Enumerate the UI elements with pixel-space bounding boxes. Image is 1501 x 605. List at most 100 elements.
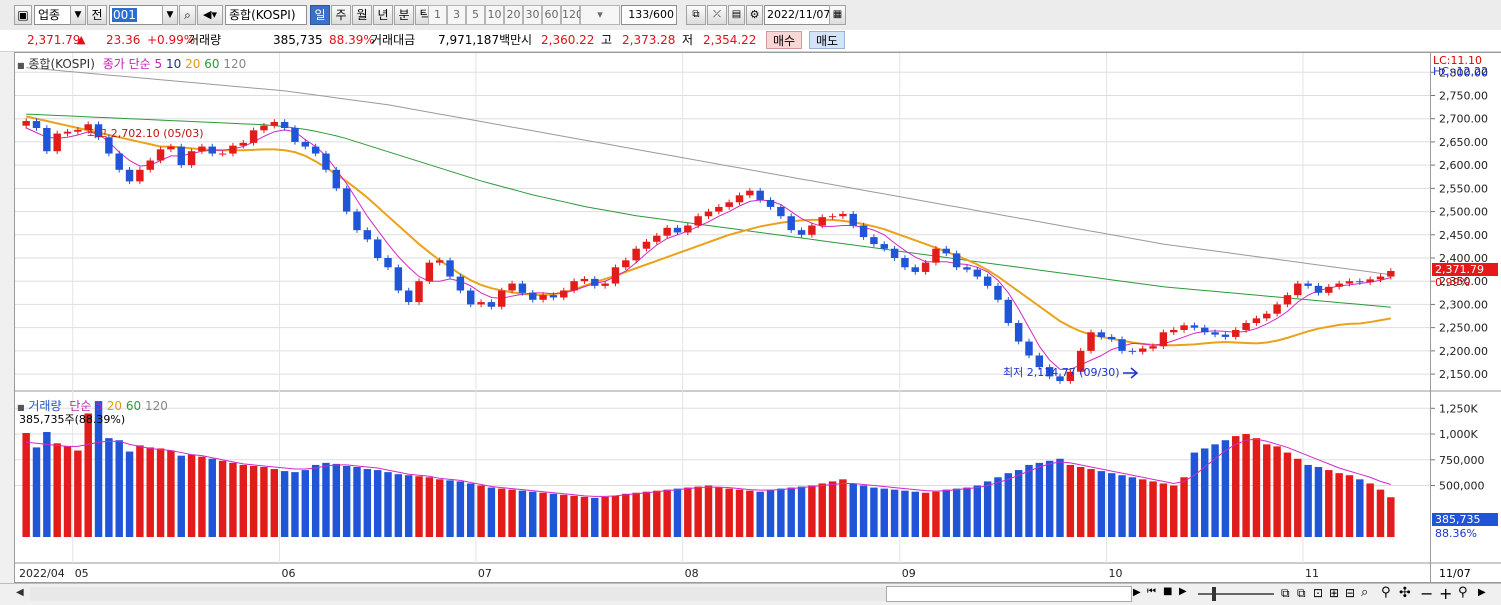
gear-icon[interactable]: ⚙ — [746, 5, 763, 25]
interval-button[interactable]: 120 — [561, 5, 583, 25]
crosshair-icon[interactable]: ⤫ — [707, 5, 727, 25]
price-change-pct: +0.99% — [147, 33, 196, 47]
zoom-slider[interactable] — [1198, 593, 1274, 595]
volume-bar — [942, 489, 951, 537]
zoom-slider-handle[interactable] — [1212, 587, 1216, 601]
volume-bar — [353, 466, 361, 537]
scroll-track[interactable] — [30, 587, 886, 601]
volume-value: 385,735 — [273, 33, 323, 47]
sell-button[interactable]: 매도 — [809, 31, 845, 49]
candle-body — [22, 121, 30, 126]
candle-type-icon[interactable]: ⧉ — [686, 5, 706, 25]
plus-icon[interactable]: + — [1439, 584, 1453, 603]
buy-button[interactable]: 매수 — [766, 31, 802, 49]
period-button[interactable]: 일 — [310, 5, 330, 25]
period-button[interactable]: 주 — [331, 5, 351, 25]
candle-body — [828, 216, 837, 218]
candle-body — [1066, 371, 1075, 382]
price-tick-label: 2,700.00 — [1439, 113, 1488, 126]
interval-dropdown[interactable]: ▾ — [580, 5, 620, 25]
volume-bar — [901, 490, 909, 537]
volume-bar — [1190, 452, 1199, 537]
volume-bar — [1232, 436, 1240, 537]
volume-bar — [136, 445, 144, 537]
scroll-right-icon[interactable]: ▶ — [1133, 587, 1141, 598]
search-icon[interactable]: ⌕ — [179, 5, 196, 25]
period-button[interactable]: 월 — [352, 5, 372, 25]
count-total: /600 — [649, 8, 674, 21]
count-field[interactable]: 133/600 — [621, 5, 677, 25]
zoom-out-icon[interactable]: ⚲ — [1381, 585, 1391, 600]
open-value: 2,360.22 — [541, 33, 595, 47]
volume-bar — [880, 488, 888, 537]
reset-zoom-icon[interactable]: ⚲ — [1458, 585, 1468, 600]
window-icon[interactable]: ▣ — [14, 5, 32, 25]
volume-bar — [187, 454, 196, 537]
candle-body — [549, 295, 558, 298]
prev-button[interactable]: 전 — [87, 5, 107, 25]
fit-icon[interactable]: ⊡ — [1313, 586, 1324, 600]
volume-bar — [1128, 477, 1137, 537]
chevron-down-icon[interactable]: ▼ — [70, 5, 86, 25]
volume-bar — [632, 492, 640, 537]
candle-body — [642, 241, 651, 249]
speaker-icon[interactable]: ◀▾ — [197, 5, 223, 25]
stop-icon[interactable]: ■ — [1163, 586, 1173, 597]
candle-body — [446, 260, 454, 277]
rewind-icon[interactable]: ⏮ — [1147, 586, 1156, 597]
candle-body — [1294, 283, 1302, 296]
interval-button[interactable]: 30 — [523, 5, 542, 25]
candle-body — [766, 199, 775, 207]
code-input[interactable]: 001 — [109, 5, 163, 25]
interval-button[interactable]: 5 — [466, 5, 485, 25]
chevron-down-icon[interactable]: ▼ — [162, 5, 178, 25]
volume-bar — [818, 483, 826, 537]
date-value: 2022/11/07 — [767, 8, 830, 21]
zoom-icon[interactable]: ⌕ — [1361, 585, 1369, 600]
copy-icon[interactable]: ⧉ — [1297, 586, 1306, 600]
volume-bar — [808, 485, 816, 537]
interval-button[interactable]: 3 — [447, 5, 466, 25]
chart-area[interactable]: 2022/04 05 06 07 08 09 10 11 ■ 종합(KOSPI) 종가 단순 … — [14, 52, 1431, 583]
save-icon[interactable]: ▤ — [728, 5, 745, 25]
calendar-icon[interactable]: ▦ — [829, 5, 846, 25]
bottom-scrollbar[interactable]: ◀ ▶ ⏮ ■ ▶ ⧉ ⧉ ⊡ ⊞ ⊟ ⌕ ⚲ ✣ − + ⚲ ▶ — [0, 583, 1501, 605]
scroll-end-icon[interactable]: ▶ — [1478, 587, 1486, 598]
scroll-thumb[interactable] — [886, 586, 1132, 602]
period-button[interactable]: 분 — [394, 5, 414, 25]
period-button[interactable]: 년 — [373, 5, 393, 25]
move-icon[interactable]: ✣ — [1399, 585, 1411, 601]
interval-button[interactable]: 20 — [504, 5, 523, 25]
volume-bar — [74, 450, 82, 537]
grid-icon[interactable]: ⊟ — [1345, 586, 1356, 600]
candle-body — [1087, 332, 1095, 351]
volume-bar — [1314, 466, 1323, 537]
candle-body — [901, 258, 909, 268]
candle-body — [1138, 348, 1147, 352]
date-input[interactable]: 2022/11/07 — [764, 5, 830, 25]
layout-icon[interactable]: ⧉ — [1281, 586, 1290, 600]
volume-bar — [570, 495, 578, 537]
interval-button[interactable]: 1 — [428, 5, 447, 25]
candle-body — [983, 276, 992, 286]
candle-body — [994, 285, 1002, 300]
scroll-left-icon[interactable]: ◀ — [16, 587, 24, 598]
price-tick-label: 2,650.00 — [1439, 136, 1488, 149]
interval-button[interactable]: 10 — [485, 5, 504, 25]
candle-body — [32, 121, 41, 128]
expand-icon[interactable]: ⊞ — [1329, 586, 1340, 600]
interval-button[interactable]: 60 — [542, 5, 561, 25]
candle-body — [94, 124, 103, 138]
play-icon[interactable]: ▶ — [1179, 586, 1187, 597]
candle-body — [1097, 332, 1106, 337]
volume-bar — [94, 401, 103, 537]
candle-body — [601, 283, 609, 286]
candle-body — [1356, 281, 1364, 283]
minus-icon[interactable]: − — [1420, 584, 1434, 603]
market-type-value: 업종 — [38, 8, 61, 22]
x-axis-label: 10 — [1109, 567, 1123, 580]
volume-bar — [973, 485, 982, 537]
volume-bar — [280, 471, 289, 537]
volume-bar — [653, 490, 661, 537]
volume-bar — [332, 463, 341, 537]
